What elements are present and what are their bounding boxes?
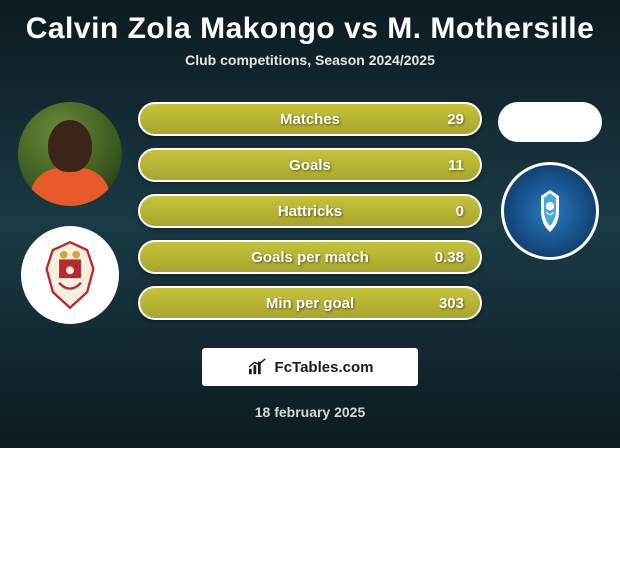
- stat-value: 0: [456, 203, 464, 220]
- stat-bar-matches: Matches 29: [138, 102, 482, 136]
- stat-bar-goals: Goals 11: [138, 148, 482, 182]
- stat-label: Goals per match: [251, 249, 369, 266]
- stat-value: 0.38: [435, 249, 464, 266]
- club-crest-left-icon: [31, 236, 109, 314]
- date-label: 18 february 2025: [0, 404, 620, 420]
- stat-label: Min per goal: [266, 295, 354, 312]
- player-left-avatar: [18, 102, 122, 206]
- left-side: [10, 86, 130, 324]
- club-crest-right-icon: [520, 181, 580, 241]
- stat-label: Hattricks: [278, 203, 342, 220]
- brand-text: FcTables.com: [275, 359, 374, 376]
- chart-icon: [247, 358, 269, 376]
- stat-value: 11: [448, 157, 464, 174]
- subtitle: Club competitions, Season 2024/2025: [0, 52, 620, 86]
- stat-bar-hattricks: Hattricks 0: [138, 194, 482, 228]
- player-right-club-badge: [501, 162, 599, 260]
- player-right-avatar: [498, 102, 602, 142]
- stat-bars: Matches 29 Goals 11 Hattricks 0 Goals pe…: [130, 86, 490, 320]
- stat-bar-mpg: Min per goal 303: [138, 286, 482, 320]
- content-row: Matches 29 Goals 11 Hattricks 0 Goals pe…: [0, 86, 620, 324]
- stat-label: Matches: [280, 111, 340, 128]
- brand-badge[interactable]: FcTables.com: [202, 348, 418, 386]
- right-side: [490, 86, 610, 260]
- stat-value: 303: [439, 295, 464, 312]
- stat-label: Goals: [289, 157, 331, 174]
- stat-value: 29: [447, 111, 464, 128]
- comparison-card: Calvin Zola Makongo vs M. Mothersille Cl…: [0, 0, 620, 448]
- player-left-club-badge: [21, 226, 119, 324]
- stat-bar-gpm: Goals per match 0.38: [138, 240, 482, 274]
- page-title: Calvin Zola Makongo vs M. Mothersille: [0, 0, 620, 52]
